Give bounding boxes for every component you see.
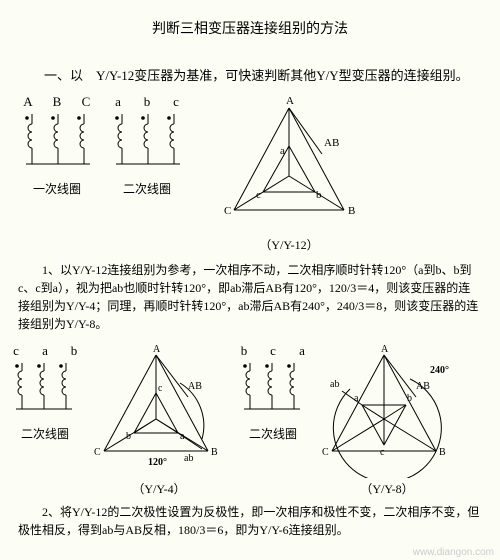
yy8-C: C <box>322 447 329 458</box>
yy4-AB: AB <box>188 381 202 392</box>
label-c: c <box>170 94 182 110</box>
section-1-heading: 一、以 Y/Y-12变压器为基准，可快速判断其他Y/Y型变压器的连接组别。 <box>0 66 500 90</box>
label-A: A <box>22 94 34 110</box>
yy8-A: A <box>381 344 389 355</box>
paragraph-1: 1、以Y/Y-12连接组别为参考，一次相序不动，二次相序顺时针转120°（a到b… <box>0 261 500 337</box>
phasor-yy4-group: A B C c a b AB ab 120° （Y/Y-4） <box>84 343 234 497</box>
phasor-yy12-diagram: A B C a b c AB <box>204 94 374 234</box>
yy8-angle: 240° <box>430 365 449 376</box>
paragraph-2: 2、将Y/Y-12的二次极性设置为反极性，即一次相序和极性不变，二次相序不变，但… <box>0 503 500 543</box>
primary-coil-diagram <box>18 112 96 176</box>
secondary-caption-3: 二次线圈 <box>249 425 297 442</box>
figure-row-yy4-yy8: c a b 二次线圈 <box>0 337 500 497</box>
yy8-caption: （Y/Y-8） <box>360 480 413 497</box>
yy4-A: A <box>153 344 161 355</box>
phasor-yy12-group: A B C a b c AB （Y/Y-12） <box>204 94 374 253</box>
phasor-label-b: b <box>316 189 322 201</box>
yy8-B: B <box>439 447 446 458</box>
secondary-coil-cab: c a b 二次线圈 <box>10 343 80 442</box>
watermark: www.diangon.com <box>413 547 494 558</box>
secondary-caption: 二次线圈 <box>123 180 171 197</box>
label-b: b <box>141 94 153 110</box>
yy12-caption: （Y/Y-12） <box>259 236 318 253</box>
figure-row-yy12: A B C <box>0 90 500 253</box>
secondary-coil-bca-diagram <box>238 361 308 421</box>
yy8-c: c <box>380 447 385 458</box>
secondary-labels: a b c <box>112 94 182 110</box>
yy4-a: a <box>180 431 185 442</box>
yy8-b: b <box>407 393 412 404</box>
phasor-label-c: c <box>256 189 261 201</box>
phasor-label-C: C <box>224 205 231 217</box>
label-a: a <box>112 94 124 110</box>
secondary-coil-bca: b c a 二次线圈 <box>238 343 308 442</box>
secondary-coil-cab-diagram <box>10 361 80 421</box>
secondary-labels-cab: c a b <box>10 343 80 359</box>
label-c2: c <box>10 343 22 359</box>
label-a3: a <box>296 343 308 359</box>
phasor-label-B: B <box>348 205 355 217</box>
secondary-caption-2: 二次线圈 <box>21 425 69 442</box>
secondary-labels-bca: b c a <box>238 343 308 359</box>
yy8-a: a <box>354 393 359 404</box>
phasor-label-AB: AB <box>324 137 339 149</box>
label-C: C <box>80 94 92 110</box>
phasor-yy8-diagram: A B C b a c AB ab 240° <box>312 343 462 478</box>
label-b2: b <box>68 343 80 359</box>
page-title: 判断三相变压器连接组别的方法 <box>0 0 500 66</box>
yy4-angle: 120° <box>148 457 167 468</box>
secondary-coil-group: a b c <box>108 94 186 197</box>
yy4-b: b <box>126 431 131 442</box>
label-a2: a <box>39 343 51 359</box>
secondary-coil-diagram <box>108 112 186 176</box>
yy8-AB: AB <box>416 381 430 392</box>
yy8-ab: ab <box>330 379 339 390</box>
label-c3: c <box>267 343 279 359</box>
yy4-B: B <box>211 447 218 458</box>
yy4-ab: ab <box>184 453 193 464</box>
phasor-yy4-diagram: A B C c a b AB ab 120° <box>84 343 234 478</box>
phasor-label-A: A <box>286 95 294 107</box>
primary-caption: 一次线圈 <box>33 180 81 197</box>
yy4-caption: （Y/Y-4） <box>132 480 185 497</box>
phasor-yy8-group: A B C b a c AB ab 240° （Y/Y-8） <box>312 343 462 497</box>
primary-coil-group: A B C <box>18 94 96 197</box>
label-b3: b <box>238 343 250 359</box>
primary-labels: A B C <box>22 94 92 110</box>
label-B: B <box>51 94 63 110</box>
phasor-label-a: a <box>280 145 285 157</box>
yy4-c: c <box>158 383 163 394</box>
yy4-C: C <box>94 447 101 458</box>
